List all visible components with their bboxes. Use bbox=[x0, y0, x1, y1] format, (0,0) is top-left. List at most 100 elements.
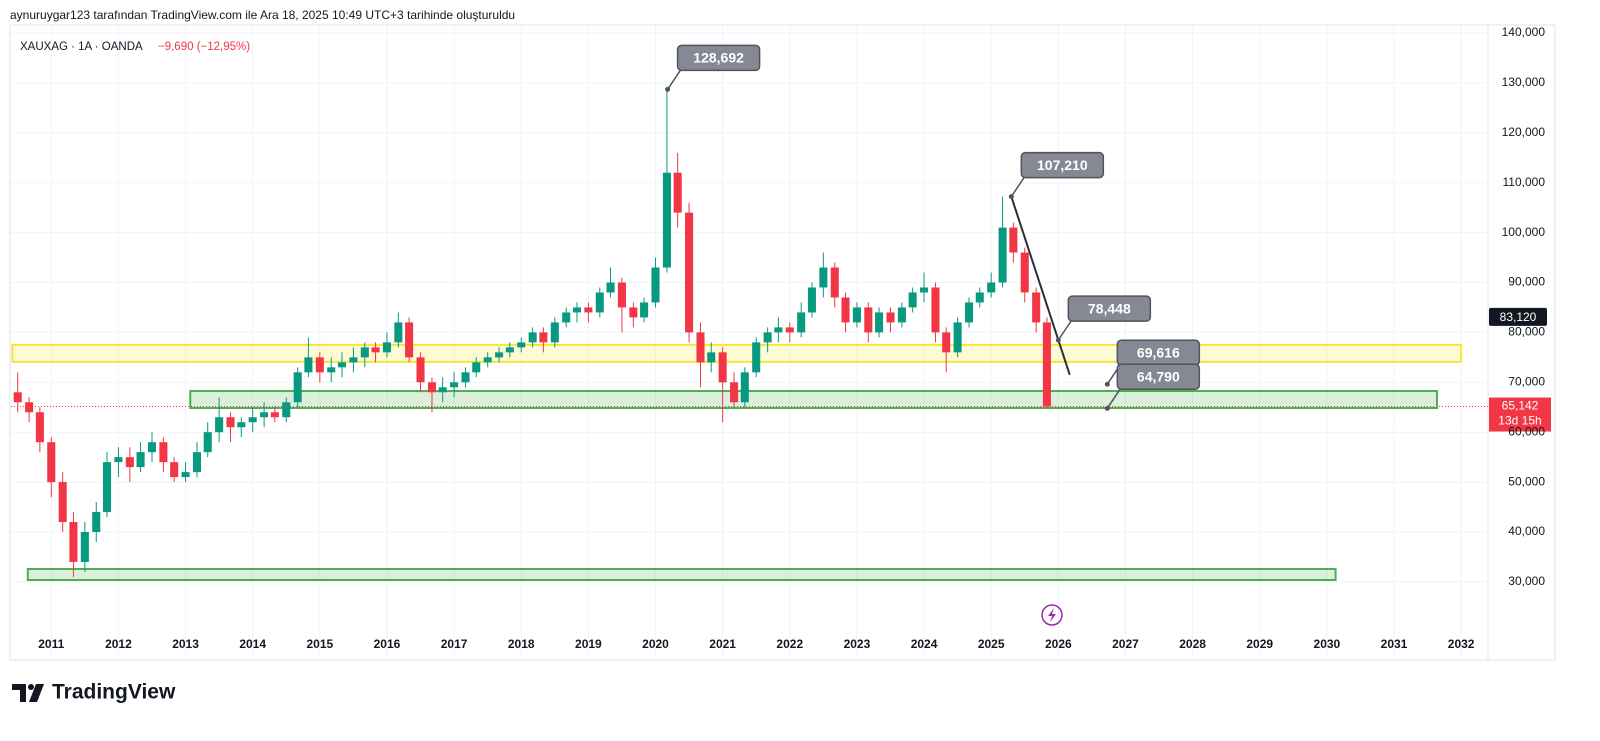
candle-body bbox=[595, 292, 604, 313]
candle-body bbox=[807, 287, 816, 313]
x-tick-label: 2031 bbox=[1381, 637, 1408, 651]
candle-body bbox=[181, 472, 190, 478]
candle-body bbox=[920, 287, 929, 293]
x-tick-label: 2018 bbox=[508, 637, 535, 651]
candle-body bbox=[998, 227, 1007, 283]
candle-body bbox=[640, 302, 649, 318]
candle-body bbox=[293, 372, 302, 403]
change-legend: −9,690 (−12,95%) bbox=[158, 41, 250, 53]
candle-body bbox=[505, 347, 514, 353]
y-tick-label: 110,000 bbox=[1503, 175, 1546, 189]
candle-body bbox=[215, 417, 224, 433]
candle-body bbox=[763, 332, 772, 343]
candle-body bbox=[483, 357, 492, 363]
candle-body bbox=[136, 452, 145, 468]
x-tick-label: 2022 bbox=[776, 637, 803, 651]
callout-label: 128,692 bbox=[693, 50, 744, 66]
price-tag-label: 83,120 bbox=[1500, 310, 1537, 324]
callout-box bbox=[1116, 363, 1201, 391]
candle-body bbox=[416, 357, 425, 383]
callout-label: 107,210 bbox=[1037, 157, 1088, 173]
candle-body bbox=[226, 417, 235, 428]
candle-body bbox=[270, 412, 279, 418]
candle-body bbox=[147, 442, 157, 453]
x-tick-label: 2023 bbox=[844, 637, 871, 651]
candle-body bbox=[371, 347, 380, 353]
price-tag bbox=[1489, 397, 1551, 432]
y-tick-label: 140,000 bbox=[1502, 25, 1546, 39]
candle-body bbox=[69, 522, 78, 562]
candle-body bbox=[282, 402, 291, 418]
callout-anchor bbox=[1055, 337, 1061, 343]
candle-body bbox=[584, 307, 593, 313]
candle-body bbox=[248, 417, 257, 423]
candle-body bbox=[740, 372, 749, 403]
candle-body bbox=[673, 172, 682, 213]
candle-body bbox=[47, 442, 56, 483]
x-tick-label: 2030 bbox=[1314, 637, 1341, 651]
candle-body bbox=[382, 342, 391, 353]
y-tick-label: 30,000 bbox=[1508, 574, 1545, 588]
candle-body bbox=[819, 267, 828, 288]
x-tick-label: 2017 bbox=[441, 637, 468, 651]
zone bbox=[11, 343, 1463, 363]
x-tick-label: 2011 bbox=[38, 637, 64, 651]
callout-pointer bbox=[1010, 175, 1026, 198]
callout-anchor bbox=[1008, 194, 1014, 200]
callout-anchor bbox=[665, 86, 671, 92]
zone bbox=[26, 567, 1337, 582]
callout-box bbox=[1067, 295, 1152, 322]
candle-body bbox=[550, 322, 559, 343]
trend-line bbox=[1010, 196, 1071, 376]
y-tick-label: 90,000 bbox=[1508, 275, 1545, 289]
y-tick-label: 120,000 bbox=[1502, 125, 1546, 139]
candle-body bbox=[1042, 322, 1051, 407]
x-tick-label: 2013 bbox=[172, 637, 199, 651]
x-tick-label: 2028 bbox=[1179, 637, 1206, 651]
candle-body bbox=[1020, 252, 1029, 293]
candle-body bbox=[886, 312, 895, 323]
candle-body bbox=[651, 267, 660, 303]
candle-body bbox=[394, 322, 403, 343]
candle-body bbox=[349, 357, 358, 363]
x-tick-label: 2024 bbox=[911, 637, 938, 651]
candle-body bbox=[539, 332, 548, 343]
candle-body bbox=[35, 412, 44, 443]
candle-body bbox=[942, 332, 951, 353]
candle-body bbox=[114, 457, 123, 463]
header-text: aynuruygar123 tarafından TradingView.com… bbox=[10, 8, 515, 22]
x-tick-label: 2016 bbox=[374, 637, 401, 651]
candle-body bbox=[495, 352, 504, 358]
candle-body bbox=[785, 327, 794, 333]
candle-body bbox=[897, 307, 906, 323]
candle-body bbox=[405, 322, 414, 358]
candle-body bbox=[80, 532, 89, 562]
candle-body bbox=[562, 312, 571, 323]
candle-body bbox=[707, 352, 716, 363]
callout-anchor bbox=[1104, 405, 1110, 411]
candle-body bbox=[170, 462, 179, 478]
candle-body bbox=[572, 307, 581, 313]
callout-label: 64,790 bbox=[1137, 368, 1180, 384]
lightning-icon bbox=[1041, 604, 1063, 626]
brand-name: TradingView bbox=[52, 681, 176, 704]
candle-body bbox=[192, 452, 201, 473]
callout-box bbox=[676, 44, 761, 72]
candle-body bbox=[260, 412, 269, 418]
candle-body bbox=[517, 342, 526, 348]
callout-box bbox=[1020, 151, 1105, 179]
x-tick-label: 2012 bbox=[105, 637, 132, 651]
candle-body bbox=[203, 432, 212, 453]
x-tick-label: 2021 bbox=[709, 637, 736, 651]
candle-body bbox=[438, 387, 447, 393]
candle-body bbox=[1032, 292, 1041, 323]
symbol-legend: XAUXAG · 1A · OANDA bbox=[20, 41, 143, 53]
price-tag-label: 65,142 bbox=[1502, 399, 1539, 413]
candle-body bbox=[864, 307, 873, 333]
y-tick-label: 50,000 bbox=[1508, 474, 1545, 488]
candle-body bbox=[908, 292, 917, 308]
candle-body bbox=[25, 402, 34, 413]
candle-body bbox=[841, 297, 850, 323]
price-tag bbox=[1489, 307, 1547, 326]
